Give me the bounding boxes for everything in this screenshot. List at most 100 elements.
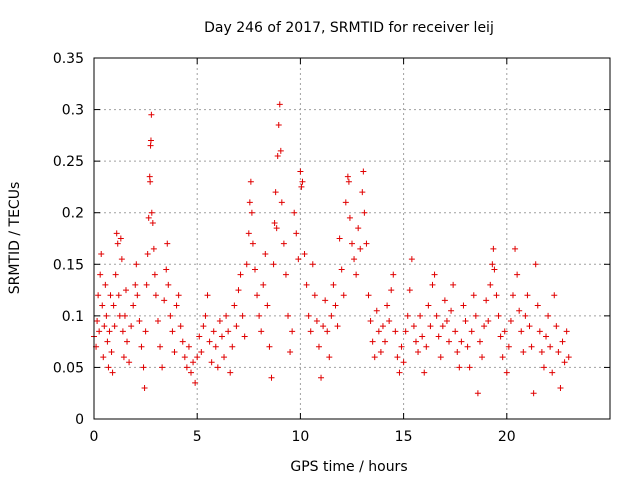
data-point xyxy=(435,333,442,340)
data-point xyxy=(104,338,111,345)
data-point xyxy=(106,328,113,335)
data-point xyxy=(398,343,405,350)
data-point xyxy=(122,287,129,294)
data-point xyxy=(443,318,450,325)
data-point xyxy=(216,318,223,325)
data-point xyxy=(408,256,415,263)
data-point xyxy=(326,354,333,361)
data-point xyxy=(177,323,184,330)
data-point xyxy=(147,137,154,144)
data-point xyxy=(485,318,492,325)
data-point xyxy=(518,328,525,335)
data-point xyxy=(503,369,510,376)
data-point xyxy=(384,302,391,309)
data-point xyxy=(324,328,331,335)
data-point xyxy=(474,390,481,397)
data-point xyxy=(345,178,352,185)
data-point xyxy=(462,318,469,325)
data-point xyxy=(133,261,140,268)
data-point xyxy=(394,354,401,361)
data-point xyxy=(307,328,314,335)
data-point xyxy=(134,292,141,299)
axis-ticks: 0 5 10 15 20 0 0.05 0.1 0.15 0.2 0.25 0.3 0.35 xyxy=(53,51,610,445)
data-point xyxy=(421,369,428,376)
data-point xyxy=(95,292,102,299)
data-point xyxy=(472,312,479,319)
data-point xyxy=(483,297,490,304)
data-point xyxy=(301,250,308,257)
y-tick-label: 0.2 xyxy=(62,206,84,222)
data-point xyxy=(188,369,195,376)
grid-lines xyxy=(94,58,610,419)
data-point xyxy=(117,235,124,242)
data-point xyxy=(367,318,374,325)
x-tick-label: 10 xyxy=(291,429,309,445)
data-point xyxy=(528,343,535,350)
data-point xyxy=(392,328,399,335)
data-point xyxy=(102,281,109,288)
data-point xyxy=(309,261,316,268)
data-point xyxy=(154,318,161,325)
x-tick-label: 5 xyxy=(193,429,202,445)
data-point xyxy=(136,318,143,325)
data-point xyxy=(427,323,434,330)
data-point xyxy=(190,359,197,366)
data-point xyxy=(441,297,448,304)
data-point xyxy=(124,338,131,345)
data-point xyxy=(410,323,417,330)
data-point xyxy=(185,343,192,350)
data-point xyxy=(361,209,368,216)
data-point xyxy=(415,348,422,355)
data-point xyxy=(101,323,108,330)
data-point xyxy=(328,312,335,319)
data-point xyxy=(509,292,516,299)
data-point xyxy=(273,225,280,232)
data-point xyxy=(116,312,123,319)
data-point xyxy=(113,230,120,237)
data-point xyxy=(204,292,211,299)
data-point xyxy=(536,328,543,335)
data-point xyxy=(351,256,358,263)
data-point xyxy=(423,343,430,350)
data-point xyxy=(322,297,329,304)
y-tick-label: 0.25 xyxy=(53,154,84,170)
x-tick-label: 20 xyxy=(498,429,516,445)
data-point xyxy=(332,302,339,309)
data-point xyxy=(147,178,154,185)
data-point xyxy=(338,266,345,273)
data-point xyxy=(555,348,562,355)
data-point xyxy=(208,359,215,366)
data-point xyxy=(540,364,547,371)
data-point xyxy=(450,281,457,288)
data-point xyxy=(260,281,267,288)
data-point xyxy=(360,168,367,175)
data-point xyxy=(271,220,278,227)
data-point xyxy=(349,240,355,247)
x-tick-label: 0 xyxy=(90,429,99,445)
data-point xyxy=(303,281,310,288)
data-point xyxy=(103,312,110,319)
data-point xyxy=(192,379,199,386)
data-point xyxy=(433,312,440,319)
data-point xyxy=(342,199,349,206)
data-point xyxy=(251,266,258,273)
chart-title: Day 246 of 2017, SRMTID for receiver lei… xyxy=(204,20,494,36)
data-point xyxy=(557,385,564,392)
data-point xyxy=(458,338,465,345)
data-point xyxy=(371,354,378,361)
data-point xyxy=(375,328,382,335)
data-point xyxy=(334,323,341,330)
data-point xyxy=(295,256,302,263)
data-point xyxy=(196,333,203,340)
data-point xyxy=(320,323,327,330)
data-point xyxy=(359,189,366,196)
data-point xyxy=(553,323,560,330)
data-point xyxy=(377,348,384,355)
data-point xyxy=(145,214,152,221)
data-point xyxy=(464,343,471,350)
data-point xyxy=(396,369,403,376)
data-point xyxy=(280,240,287,247)
data-point xyxy=(206,338,213,345)
data-point xyxy=(561,359,568,366)
data-point xyxy=(543,333,550,340)
